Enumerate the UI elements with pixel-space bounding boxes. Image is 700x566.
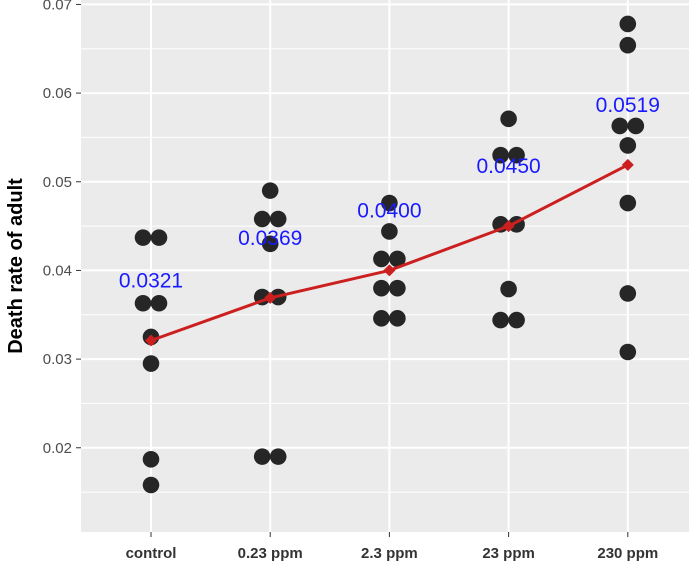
y-tick-label: 0.03 [43,351,72,368]
data-point [373,250,390,268]
data-point [508,311,525,329]
data-point [619,137,637,154]
data-point [381,223,398,240]
data-point [508,146,525,164]
data-point [261,182,279,199]
x-tick-label: 230 ppm [597,545,658,562]
data-point [611,117,629,135]
y-axis-ticks: 0.02 0.03 0.04 0.05 0.06 0.07 [43,0,81,457]
y-tick-label: 0.05 [43,174,72,191]
x-tick-label: 0.23 ppm [238,545,303,562]
data-point [619,285,637,302]
data-point [269,210,287,228]
mean-marker [264,291,277,304]
data-point [619,15,637,33]
data-point [142,355,160,372]
data-point [261,235,279,253]
data-point [389,279,406,297]
data-point [492,311,509,329]
data-point [381,194,398,212]
data-point [150,229,168,246]
mean-marker [621,158,634,171]
data-point [500,110,517,128]
x-tick-label: 2.3 ppm [361,545,418,562]
mean-value-label: 0.0450 [476,155,540,178]
data-point [492,146,509,164]
y-tick-label: 0.02 [43,440,72,457]
data-point [134,294,152,312]
data-point [142,476,160,494]
data-point [253,448,271,465]
x-tick-label: control [126,545,177,562]
data-point [627,117,645,135]
data-point [389,310,406,327]
data-point [500,280,517,298]
y-tick-label: 0.04 [43,262,72,279]
data-point [373,279,390,297]
mean-marker [502,220,515,233]
data-point [619,343,637,361]
y-axis-title: Death rate of adult [5,178,27,354]
data-point [134,229,152,246]
mean-value-label: 0.0519 [596,94,660,117]
data-point [619,36,637,54]
y-tick-label: 0.07 [43,0,72,13]
data-point [150,294,168,312]
x-axis-ticks: control 0.23 ppm 2.3 ppm 23 ppm 230 ppm [126,532,658,562]
mean-marker [145,334,157,347]
mean-value-label: 0.0400 [357,199,421,222]
data-point [269,448,287,465]
data-point [619,194,637,212]
mean-labels: 0.0321 0.0369 0.0400 0.0450 0.0519 [119,94,660,293]
data-point [373,310,390,327]
y-tick-label: 0.06 [43,85,72,102]
mean-value-label: 0.0369 [238,227,302,250]
mean-line [145,158,634,347]
x-tick-label: 23 ppm [482,545,535,562]
mean-value-label: 0.0321 [119,269,183,292]
mean-marker [383,264,396,277]
data-point [389,250,406,268]
data-point [253,210,271,228]
data-point [142,450,160,468]
